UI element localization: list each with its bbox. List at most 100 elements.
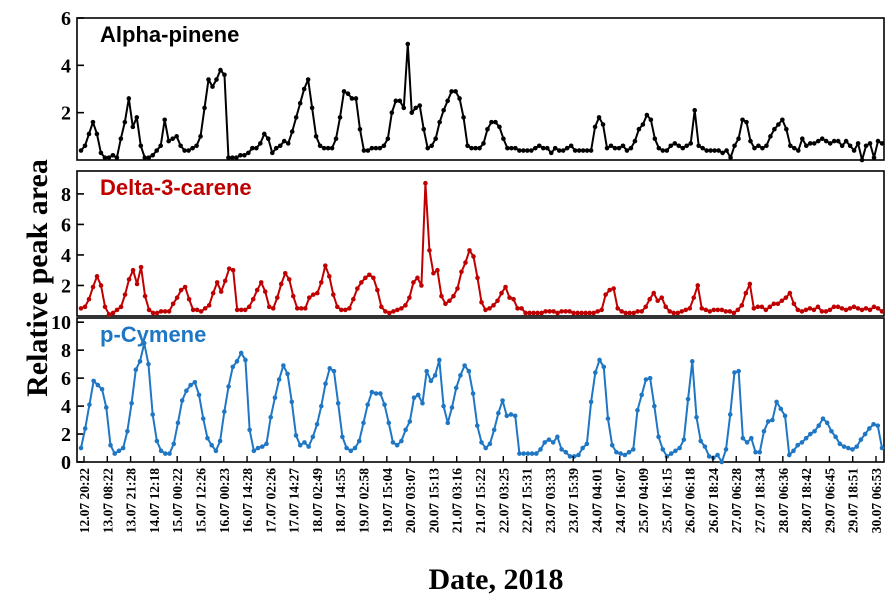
data-point [266,136,271,141]
data-point [559,447,564,452]
data-point [209,442,214,448]
data-point [845,445,851,451]
data-point [415,392,421,398]
data-point [182,284,188,290]
data-point [505,145,510,151]
data-point [163,451,168,456]
series-line [80,182,883,316]
data-point [711,307,717,313]
data-point [511,296,516,302]
x-axis-label: Date, 2018 [429,563,564,595]
data-point [427,248,432,253]
data-point [487,306,492,311]
data-point [622,452,628,458]
data-point [133,367,139,373]
data-point [254,145,259,151]
data-point [134,115,140,120]
data-point [727,309,733,314]
data-point [246,150,251,156]
data-point [712,148,717,153]
data-point [222,278,228,284]
data-point [138,264,144,270]
data-point [559,309,564,314]
data-point [736,136,741,141]
data-point [234,307,240,313]
data-point [595,309,600,314]
data-point [269,150,275,156]
data-point [620,143,626,149]
data-point [122,119,128,125]
data-point [99,387,105,392]
x-tick-label: 15.07 12:26 [194,468,209,533]
data-point [182,148,187,153]
data-point [190,307,196,313]
data-point [274,295,280,300]
data-point [317,143,323,149]
data-point [475,275,480,281]
data-point [509,145,514,151]
x-tick-label: 21.07 15:22 [473,468,488,533]
data-point [735,307,741,313]
data-point [278,281,284,287]
data-point [564,145,570,151]
data-point [301,86,307,92]
data-point [596,115,602,120]
data-point [787,290,793,296]
data-point [205,435,210,441]
data-point [202,306,208,311]
data-point [441,403,446,409]
data-point [319,403,324,409]
data-point [521,451,526,456]
data-point [369,389,375,395]
data-point [98,283,104,288]
data-point [297,442,303,448]
data-point [604,145,610,151]
data-point [345,91,351,97]
data-point [799,440,805,445]
data-point [628,145,634,151]
data-point [154,310,160,316]
data-point [270,306,276,311]
x-tick-label: 12.07 20:22 [77,468,92,533]
data-point [795,307,801,313]
data-point [255,445,261,451]
data-point [640,122,646,127]
data-point [190,145,195,151]
data-point [258,280,264,285]
data-point [776,122,781,127]
data-point [347,306,352,311]
data-point [827,141,833,146]
data-point [481,141,486,146]
data-point [551,309,556,314]
data-point [319,280,324,285]
data-point [683,307,689,313]
data-point [138,143,144,149]
data-point [580,148,586,153]
data-point [327,274,332,279]
data-point [706,454,712,459]
data-point [463,260,468,265]
y-tick-label: 4 [61,245,71,267]
data-point [644,112,650,118]
data-point [529,451,535,456]
data-point [715,452,720,458]
x-tick-label: 22.07 03:25 [496,468,511,533]
data-point [213,448,219,454]
data-point [184,388,189,394]
data-point [146,307,152,313]
data-point [150,310,156,316]
data-point [421,126,427,132]
data-point [297,100,303,106]
series-line [80,43,883,161]
x-tick-label: 23.07 15:39 [566,468,581,533]
data-point [616,145,622,151]
data-point [142,293,148,299]
data-point [451,293,456,299]
data-point [469,145,474,151]
data-point [462,363,467,368]
x-tick-label: 26.07 18:24 [706,468,721,533]
data-point [432,373,438,378]
data-point [171,441,177,447]
data-point [395,307,400,313]
data-point [294,306,300,311]
